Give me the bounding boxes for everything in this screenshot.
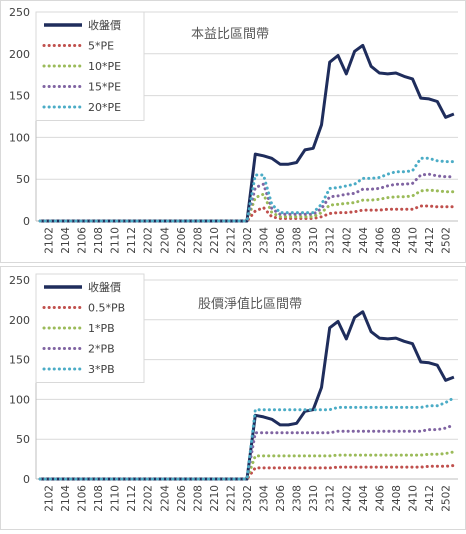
x-tick-label: 2206 bbox=[176, 227, 188, 254]
x-tick-label: 2108 bbox=[93, 485, 105, 512]
x-tick-label: 2206 bbox=[176, 485, 188, 512]
y-tick-label: 50 bbox=[16, 173, 30, 186]
x-tick-label: 2308 bbox=[292, 227, 304, 254]
legend: 收盤價 5*PE 10*PE 15*PE 20*PE bbox=[35, 11, 145, 121]
x-tick-label: 2408 bbox=[391, 227, 403, 254]
x-tick-label: 2306 bbox=[275, 485, 287, 512]
legend-label-1: 0.5*PB bbox=[88, 302, 125, 315]
x-tick-label: 2402 bbox=[341, 485, 353, 512]
x-tick-label: 2310 bbox=[308, 227, 320, 254]
x-tick-label: 2106 bbox=[77, 227, 89, 254]
y-tick-label: 50 bbox=[16, 433, 30, 446]
x-tick-label: 2202 bbox=[143, 485, 155, 512]
pe-band-chart-svg: 0 50 100 150 200 250 2102 2104 2106 2108 2110 2112 2… bbox=[9, 6, 458, 254]
x-tick-label: 2110 bbox=[110, 485, 122, 512]
x-tick-label: 2302 bbox=[242, 485, 254, 512]
series-line-4 bbox=[38, 156, 456, 223]
x-tick-label: 2202 bbox=[143, 227, 155, 254]
x-tick-label: 2310 bbox=[308, 485, 320, 512]
x-tick-label: 2104 bbox=[60, 485, 72, 512]
series-line-2 bbox=[38, 450, 456, 481]
x-tick-label: 2104 bbox=[60, 227, 72, 254]
series-line-0 bbox=[40, 43, 455, 223]
x-tick-label: 2204 bbox=[159, 227, 171, 254]
x-tick-label: 2402 bbox=[341, 227, 353, 254]
legend-label-2: 1*PB bbox=[88, 322, 115, 335]
x-tick-label: 2408 bbox=[391, 485, 403, 512]
legend: 收盤價 0.5*PB 1*PB 2*PB 3*PB bbox=[35, 273, 145, 383]
x-tick-label: 2112 bbox=[126, 485, 138, 512]
x-tick-label: 2410 bbox=[407, 227, 419, 254]
pb-band-chart-svg: 0 50 100 150 200 250 2102 2104 2106 2108 2110 2112 2… bbox=[9, 273, 458, 512]
legend-label-0: 收盤價 bbox=[88, 18, 121, 32]
series-line-4 bbox=[38, 396, 456, 481]
legend-label-0: 收盤價 bbox=[88, 280, 121, 294]
y-tick-label: 250 bbox=[9, 274, 30, 287]
x-tick-label: 2412 bbox=[424, 485, 436, 512]
series-line-3 bbox=[38, 423, 456, 481]
x-tick-label: 2102 bbox=[43, 485, 55, 512]
series-line-0 bbox=[40, 310, 455, 481]
x-tick-label: 2308 bbox=[292, 485, 304, 512]
legend-label-3: 15*PE bbox=[88, 81, 121, 94]
x-tick-label: 2302 bbox=[242, 227, 254, 254]
y-tick-label: 200 bbox=[9, 48, 30, 61]
x-tick-label: 2212 bbox=[225, 485, 237, 512]
x-tick-label: 2112 bbox=[126, 227, 138, 254]
y-tick-label: 100 bbox=[9, 393, 30, 406]
chart-title: 股價淨值比區間帶 bbox=[198, 296, 302, 312]
x-tick-label: 2312 bbox=[325, 485, 337, 512]
y-tick-label: 200 bbox=[9, 314, 30, 327]
y-tick-label: 100 bbox=[9, 131, 30, 144]
x-tick-label: 2106 bbox=[77, 485, 89, 512]
legend-label-1: 5*PE bbox=[88, 40, 114, 53]
x-tick-label: 2406 bbox=[374, 227, 386, 254]
x-tick-label: 2108 bbox=[93, 227, 105, 254]
x-tick-label: 2406 bbox=[374, 485, 386, 512]
y-tick-label: 150 bbox=[9, 354, 30, 367]
series-line-1 bbox=[38, 464, 456, 481]
x-tick-label: 2210 bbox=[209, 485, 221, 512]
x-tick-label: 2404 bbox=[358, 485, 370, 512]
legend-label-4: 20*PE bbox=[88, 101, 121, 114]
y-tick-label: 0 bbox=[23, 473, 30, 486]
x-tick-label: 2306 bbox=[275, 227, 287, 254]
series-line-1 bbox=[38, 204, 456, 223]
y-tick-label: 0 bbox=[23, 215, 30, 228]
legend-label-2: 10*PE bbox=[88, 60, 121, 73]
x-tick-label: 2502 bbox=[441, 485, 453, 512]
x-tick-label: 2110 bbox=[110, 227, 122, 254]
legend-label-4: 3*PB bbox=[88, 363, 115, 376]
x-tick-label: 2404 bbox=[358, 227, 370, 254]
x-tick-label: 2502 bbox=[441, 227, 453, 254]
x-tick-label: 2410 bbox=[407, 485, 419, 512]
x-tick-label: 2210 bbox=[209, 227, 221, 254]
x-tick-label: 2412 bbox=[424, 227, 436, 254]
x-tick-label: 2304 bbox=[259, 227, 271, 254]
x-tick-label: 2304 bbox=[259, 485, 271, 512]
legend-label-3: 2*PB bbox=[88, 343, 115, 356]
y-tick-label: 250 bbox=[9, 6, 30, 19]
x-tick-label: 2102 bbox=[43, 227, 55, 254]
x-tick-label: 2208 bbox=[192, 485, 204, 512]
x-tick-label: 2312 bbox=[325, 227, 337, 254]
chart-title: 本益比區間帶 bbox=[191, 27, 269, 42]
pb-band-chart: 0 50 100 150 200 250 2102 2104 2106 2108 2110 2112 2… bbox=[0, 266, 466, 530]
x-tick-label: 2208 bbox=[192, 227, 204, 254]
x-tick-label: 2204 bbox=[159, 485, 171, 512]
pe-band-chart: 0 50 100 150 200 250 2102 2104 2106 2108 2110 2112 2… bbox=[0, 0, 466, 263]
y-tick-label: 150 bbox=[9, 90, 30, 103]
x-tick-label: 2212 bbox=[225, 227, 237, 254]
